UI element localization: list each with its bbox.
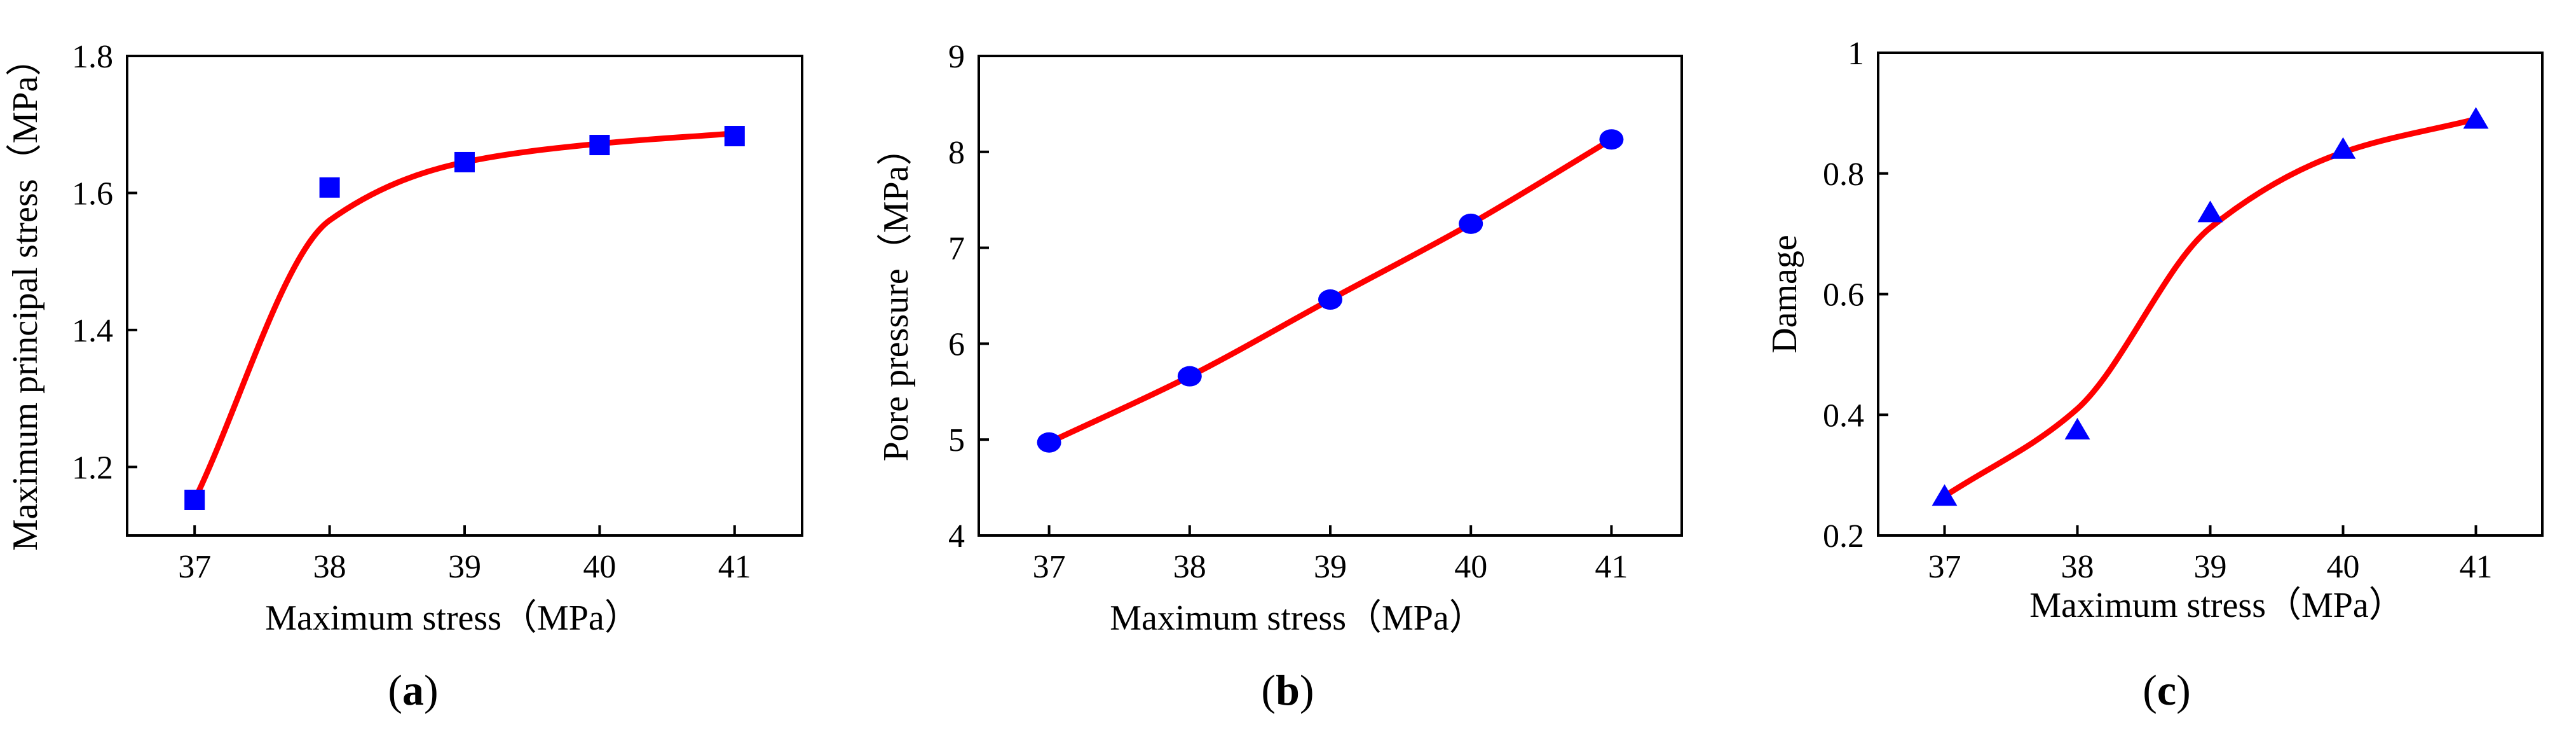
y-tick-label: 1 (1848, 36, 1864, 72)
y-axis-title: Pore pressure（MPa） (876, 130, 916, 461)
fit-line (191, 130, 738, 503)
data-point-square (184, 489, 205, 510)
x-axis-title: Maximum stress（MPa） (2029, 586, 2404, 625)
data-point-triangle (1932, 484, 1958, 506)
data-point-circle (1318, 289, 1342, 310)
data-point-square (724, 126, 745, 147)
data-point-square (589, 135, 610, 156)
plot-frame (126, 55, 803, 537)
x-tick-label: 38 (2061, 549, 2094, 585)
x-tick-label: 40 (1454, 549, 1487, 585)
y-tick-label: 5 (948, 422, 965, 459)
x-tick-label: 40 (2327, 549, 2360, 585)
y-tick-label: 0.2 (1823, 518, 1864, 555)
y-tick-label: 9 (948, 39, 965, 75)
y-tick-label: 0.4 (1823, 397, 1864, 434)
x-tick-label: 37 (178, 549, 211, 585)
data-point-circle (1459, 213, 1483, 234)
panel-label: (c) (2143, 666, 2191, 714)
x-tick-label: 41 (2460, 549, 2493, 585)
panel-a: 37 38 39 40 41 1.2 1.4 1.6 1.8 Maximum stress（MPa… (6, 39, 803, 714)
y-tick-label: 0.6 (1823, 277, 1864, 314)
x-tick-label: 39 (448, 549, 481, 585)
data-point-triangle (2463, 107, 2489, 129)
y-tick-label: 6 (948, 326, 965, 363)
x-tick-label: 41 (718, 549, 751, 585)
y-tick-label: 1.2 (72, 450, 113, 486)
fit-line (1942, 116, 2479, 499)
panel-c: 37 38 39 40 41 0.2 0.4 0.6 0.8 1 Maximum stress（MP… (1765, 36, 2544, 714)
panel-label: (b) (1261, 666, 1314, 714)
x-tick-label: 38 (1173, 549, 1206, 585)
x-axis-title: Maximum stress（MPa） (1110, 598, 1485, 638)
data-point-triangle (2330, 137, 2356, 159)
data-point-circle (1599, 129, 1624, 150)
panel-b: 37 38 39 40 41 4 5 6 7 8 9 Maximum stress（MPa） Pore … (876, 39, 1683, 714)
y-tick-label: 4 (948, 518, 965, 555)
data-point-circle (1177, 366, 1202, 387)
x-axis-title: Maximum stress（MPa） (265, 598, 640, 638)
x-tick-label: 37 (1033, 549, 1066, 585)
x-tick-label: 41 (1595, 549, 1628, 585)
data-point-square (454, 151, 475, 172)
data-point-circle (1037, 432, 1061, 453)
y-tick-label: 7 (948, 231, 965, 267)
panel-label: (a) (388, 666, 438, 714)
y-tick-label: 1.8 (72, 39, 113, 75)
data-point-square (319, 177, 340, 198)
x-tick-label: 40 (583, 549, 616, 585)
data-point-triangle (2197, 200, 2223, 223)
y-tick-label: 8 (948, 135, 965, 171)
y-axis-title: Maximum principal stress（MPa） (6, 41, 45, 551)
x-tick-label: 38 (313, 549, 346, 585)
y-tick-label: 0.8 (1823, 156, 1864, 193)
x-tick-label: 39 (1314, 549, 1347, 585)
data-point-triangle (2064, 417, 2090, 439)
x-tick-label: 37 (1928, 549, 1961, 585)
x-tick-label: 39 (2194, 549, 2227, 585)
y-tick-label: 1.6 (72, 176, 113, 212)
y-axis-title: Damage (1765, 235, 1804, 354)
y-tick-label: 1.4 (72, 313, 113, 349)
